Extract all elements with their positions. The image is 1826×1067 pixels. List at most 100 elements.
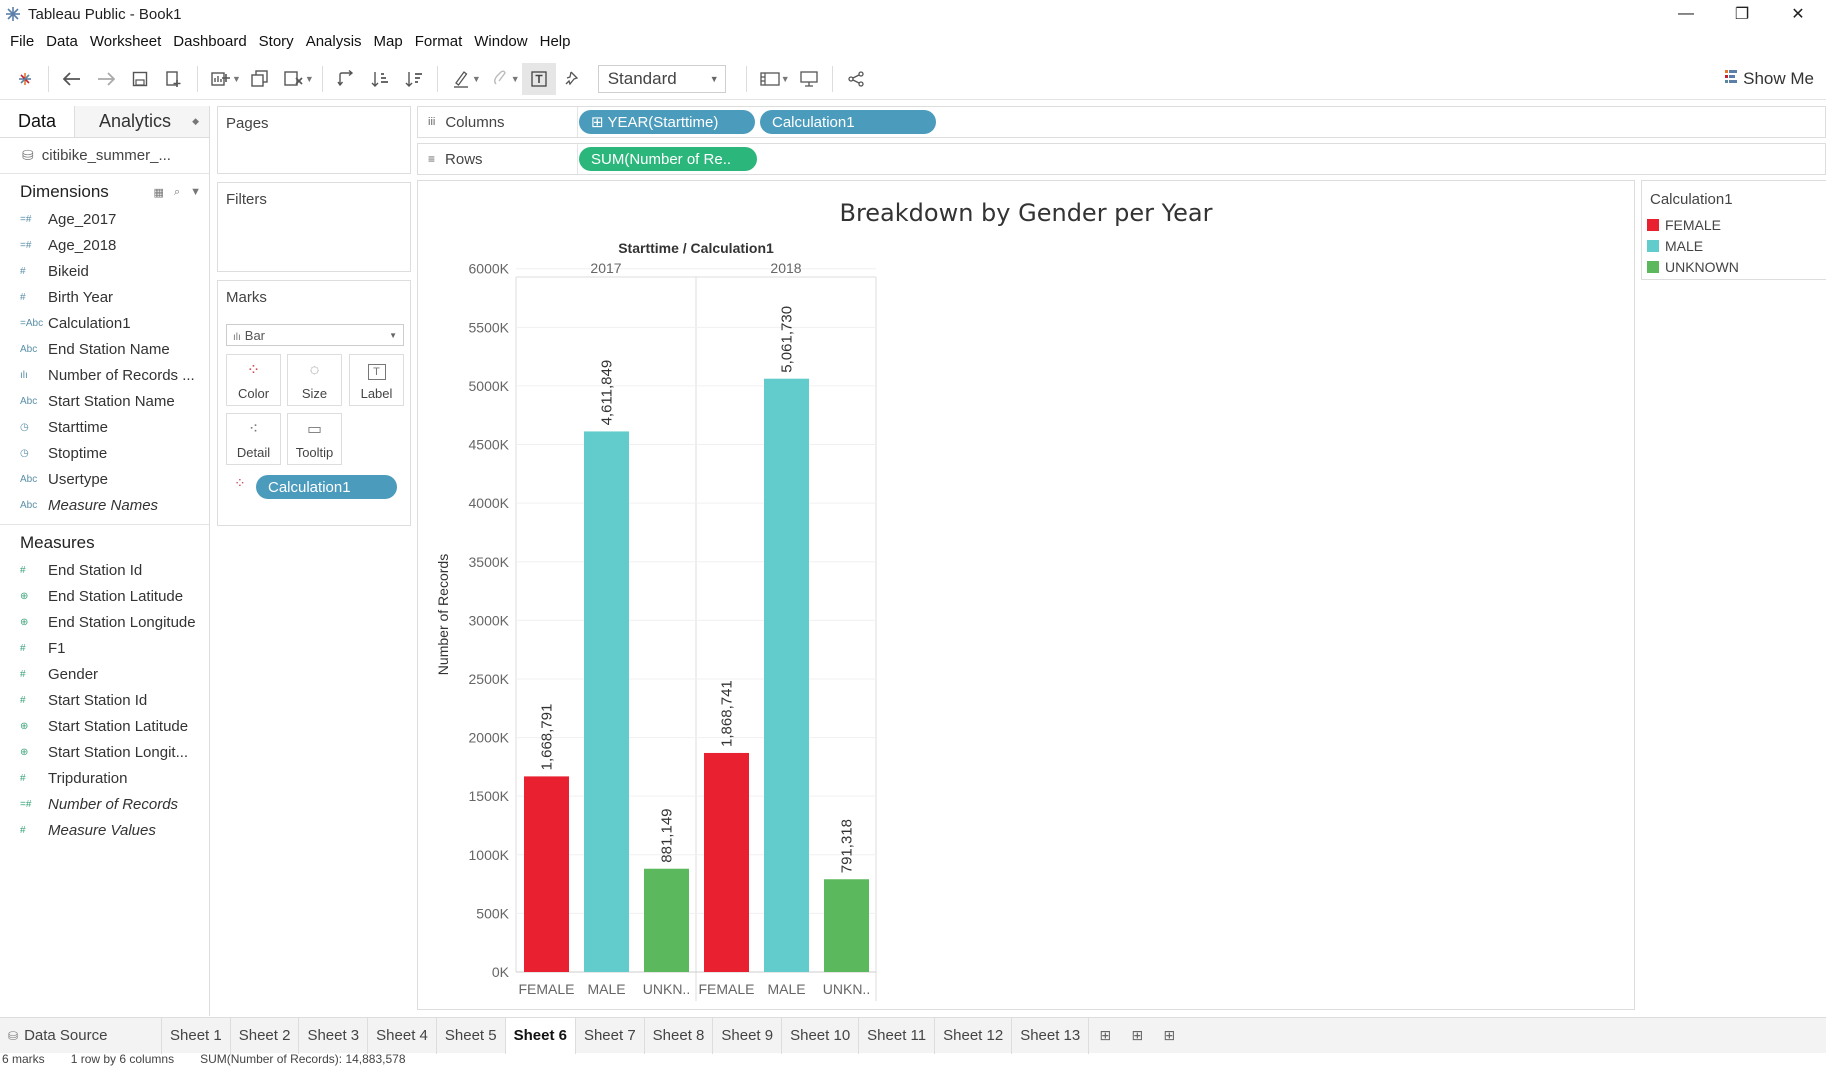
swap-rows-columns-icon[interactable] xyxy=(329,63,363,95)
rows-pill-sum-records[interactable]: SUM(Number of Re.. xyxy=(579,147,757,171)
tooltip-button[interactable]: ▭ Tooltip xyxy=(287,413,342,465)
sort-descending-icon[interactable] xyxy=(397,63,431,95)
share-icon[interactable] xyxy=(839,63,873,95)
field-end-station-latitude[interactable]: ⊕ End Station Latitude xyxy=(0,583,209,609)
sheet-tab-12[interactable]: Sheet 12 xyxy=(935,1017,1013,1054)
field-start-station-id[interactable]: # Start Station Id xyxy=(0,687,209,713)
menu-file[interactable]: File xyxy=(10,33,35,50)
filters-card[interactable]: Filters xyxy=(217,182,411,272)
legend-item-female[interactable]: FEMALE xyxy=(1642,214,1826,235)
sheet-tab-3[interactable]: Sheet 3 xyxy=(299,1017,369,1054)
field-stoptime[interactable]: ◷ Stoptime xyxy=(0,440,209,466)
clear-sheet-icon[interactable] xyxy=(277,63,311,95)
menu-analysis[interactable]: Analysis xyxy=(305,33,362,50)
menu-window[interactable]: Window xyxy=(474,33,528,50)
columns-pill-calculation1[interactable]: Calculation1 xyxy=(760,110,936,134)
field-birth-year[interactable]: # Birth Year xyxy=(0,284,209,310)
field-end-station-name[interactable]: Abc End Station Name xyxy=(0,336,209,362)
field-start-station-latitude[interactable]: ⊕ Start Station Latitude xyxy=(0,713,209,739)
data-source-tab[interactable]: ⛁ Data Source xyxy=(0,1017,162,1054)
new-worksheet-dropdown-icon[interactable]: ▼ xyxy=(232,73,241,84)
show-mark-labels-icon[interactable] xyxy=(521,62,556,95)
dimensions-menu-icon[interactable]: ▼ xyxy=(190,185,201,198)
detail-button[interactable]: ⁖ Detail xyxy=(226,413,281,465)
color-button[interactable]: ⁘ Color xyxy=(226,354,281,406)
sheet-tab-6[interactable]: Sheet 6 xyxy=(505,1017,576,1054)
field-starttime[interactable]: ◷ Starttime xyxy=(0,414,209,440)
sheet-tab-13[interactable]: Sheet 13 xyxy=(1012,1017,1090,1054)
sheet-tab-11[interactable]: Sheet 11 xyxy=(859,1017,936,1054)
pane-collapse-icon[interactable]: ◆ xyxy=(192,116,199,126)
sheet-tab-9[interactable]: Sheet 9 xyxy=(713,1017,783,1054)
sheet-tab-1[interactable]: Sheet 1 xyxy=(162,1017,231,1054)
menu-worksheet[interactable]: Worksheet xyxy=(89,33,162,50)
field-end-station-id[interactable]: # End Station Id xyxy=(0,557,209,583)
show-cards-dropdown-icon[interactable]: ▼ xyxy=(780,73,790,84)
label-button[interactable]: T Label xyxy=(349,354,404,406)
group-members-icon[interactable] xyxy=(483,63,517,95)
tab-data[interactable]: Data xyxy=(0,106,76,137)
sheet-tab-4[interactable]: Sheet 4 xyxy=(368,1017,437,1054)
field-calculation1[interactable]: =Abc Calculation1 xyxy=(0,310,209,336)
undo-icon[interactable] xyxy=(55,63,89,95)
field-usertype[interactable]: Abc Usertype xyxy=(0,466,209,492)
menu-format[interactable]: Format xyxy=(414,33,463,50)
new-worksheet-tab-icon[interactable]: ⊞ xyxy=(1099,1027,1112,1043)
restore-button[interactable]: ❐ xyxy=(1734,6,1750,23)
field-number-of-records[interactable]: ılı Number of Records ... xyxy=(0,362,209,388)
field-f1[interactable]: # F1 xyxy=(0,635,209,661)
tableau-home-icon[interactable] xyxy=(8,63,42,95)
legend-item-male[interactable]: MALE xyxy=(1642,235,1826,256)
sheet-tab-5[interactable]: Sheet 5 xyxy=(437,1017,506,1054)
menu-story[interactable]: Story xyxy=(258,33,294,50)
mark-type-dropdown[interactable]: ılı Bar ▼ xyxy=(226,324,404,346)
color-pill-calculation1[interactable]: Calculation1 xyxy=(256,475,397,499)
menu-data[interactable]: Data xyxy=(46,33,78,50)
field-age-2017[interactable]: =# Age_2017 xyxy=(0,206,209,232)
save-icon[interactable] xyxy=(123,63,157,95)
sheet-tab-7[interactable]: Sheet 7 xyxy=(576,1017,645,1054)
redo-icon[interactable] xyxy=(89,63,123,95)
sheet-tab-2[interactable]: Sheet 2 xyxy=(231,1017,300,1054)
sort-ascending-icon[interactable] xyxy=(363,63,397,95)
field-start-station-name[interactable]: Abc Start Station Name xyxy=(0,388,209,414)
fix-axes-icon[interactable] xyxy=(556,63,590,95)
menu-dashboard[interactable]: Dashboard xyxy=(173,33,247,50)
field-end-station-longitude[interactable]: ⊕ End Station Longitude xyxy=(0,609,209,635)
legend-item-unknown[interactable]: UNKNOWN xyxy=(1642,256,1826,277)
size-button[interactable]: ◌ Size xyxy=(287,354,342,406)
columns-pill-year-starttime[interactable]: ⊞ YEAR(Starttime) xyxy=(579,110,755,134)
minimize-button[interactable]: — xyxy=(1678,5,1694,22)
field-bikeid[interactable]: # Bikeid xyxy=(0,258,209,284)
new-story-tab-icon[interactable]: ⊞ xyxy=(1163,1027,1176,1043)
tab-analytics[interactable]: Analytics ◆ xyxy=(75,106,209,137)
highlight-dropdown-icon[interactable]: ▼ xyxy=(471,73,481,84)
new-dashboard-tab-icon[interactable]: ⊞ xyxy=(1131,1027,1144,1043)
sheet-tab-8[interactable]: Sheet 8 xyxy=(645,1017,714,1054)
search-icon[interactable]: ⌕ xyxy=(173,185,181,198)
field-measure-names[interactable]: Abc Measure Names xyxy=(0,492,209,518)
presentation-mode-icon[interactable] xyxy=(792,63,826,95)
sheet-tab-10[interactable]: Sheet 10 xyxy=(782,1017,860,1054)
field-number-of-records[interactable]: =# Number of Records xyxy=(0,791,209,817)
field-measure-values[interactable]: # Measure Values xyxy=(0,817,209,843)
close-button[interactable]: ✕ xyxy=(1791,6,1805,23)
menu-help[interactable]: Help xyxy=(539,33,571,50)
show-cards-icon[interactable] xyxy=(753,63,787,95)
fit-dropdown[interactable]: Standard ▼ xyxy=(597,64,726,93)
view-toggle-icon[interactable]: ▦ xyxy=(153,186,164,199)
pages-card[interactable]: Pages xyxy=(217,106,411,174)
show-me-button[interactable]: Show Me xyxy=(1725,64,1814,94)
highlight-icon[interactable] xyxy=(444,63,478,95)
duplicate-sheet-icon[interactable] xyxy=(243,63,277,95)
field-start-station-longit[interactable]: ⊕ Start Station Longit... xyxy=(0,739,209,765)
clear-sheet-dropdown-icon[interactable]: ▼ xyxy=(304,73,314,84)
add-datasource-icon[interactable] xyxy=(157,63,191,95)
group-dropdown-icon[interactable]: ▼ xyxy=(510,73,520,84)
field-tripduration[interactable]: # Tripduration xyxy=(0,765,209,791)
new-worksheet-icon[interactable] xyxy=(204,63,238,95)
datasource-item[interactable]: ⛁ citibike_summer_... xyxy=(0,138,209,174)
worksheet-view[interactable]: Breakdown by Gender per Year Starttime / … xyxy=(417,180,1635,1010)
field-gender[interactable]: # Gender xyxy=(0,661,209,687)
menu-map[interactable]: Map xyxy=(373,33,403,50)
